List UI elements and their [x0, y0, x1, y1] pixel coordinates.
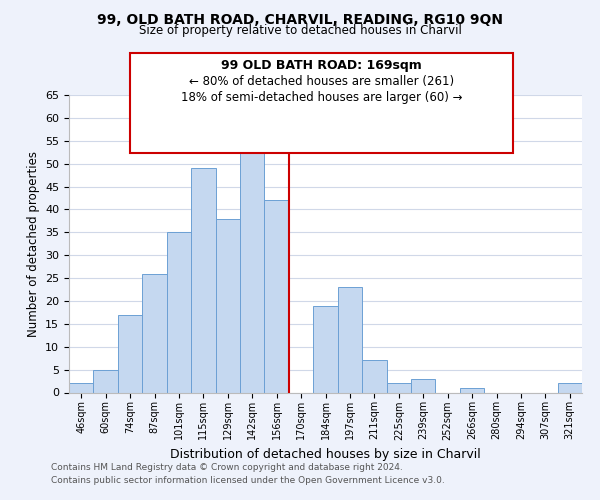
Text: 18% of semi-detached houses are larger (60) →: 18% of semi-detached houses are larger (… — [181, 92, 463, 104]
Bar — [362, 360, 386, 392]
Bar — [167, 232, 191, 392]
Bar — [265, 200, 289, 392]
X-axis label: Distribution of detached houses by size in Charvil: Distribution of detached houses by size … — [170, 448, 481, 461]
Bar — [215, 218, 240, 392]
Bar — [142, 274, 167, 392]
Text: Size of property relative to detached houses in Charvil: Size of property relative to detached ho… — [139, 24, 461, 37]
Bar — [386, 384, 411, 392]
Bar — [69, 384, 94, 392]
Bar — [240, 146, 265, 392]
Bar — [460, 388, 484, 392]
Text: 99 OLD BATH ROAD: 169sqm: 99 OLD BATH ROAD: 169sqm — [221, 58, 422, 71]
Text: 99, OLD BATH ROAD, CHARVIL, READING, RG10 9QN: 99, OLD BATH ROAD, CHARVIL, READING, RG1… — [97, 12, 503, 26]
Text: ← 80% of detached houses are smaller (261): ← 80% of detached houses are smaller (26… — [189, 76, 454, 88]
Bar — [557, 384, 582, 392]
Bar — [411, 379, 436, 392]
Text: Contains public sector information licensed under the Open Government Licence v3: Contains public sector information licen… — [51, 476, 445, 485]
Y-axis label: Number of detached properties: Number of detached properties — [26, 151, 40, 337]
Bar — [191, 168, 215, 392]
Text: Contains HM Land Registry data © Crown copyright and database right 2024.: Contains HM Land Registry data © Crown c… — [51, 464, 403, 472]
Bar — [313, 306, 338, 392]
Bar — [94, 370, 118, 392]
Bar — [338, 287, 362, 393]
Bar — [118, 314, 142, 392]
